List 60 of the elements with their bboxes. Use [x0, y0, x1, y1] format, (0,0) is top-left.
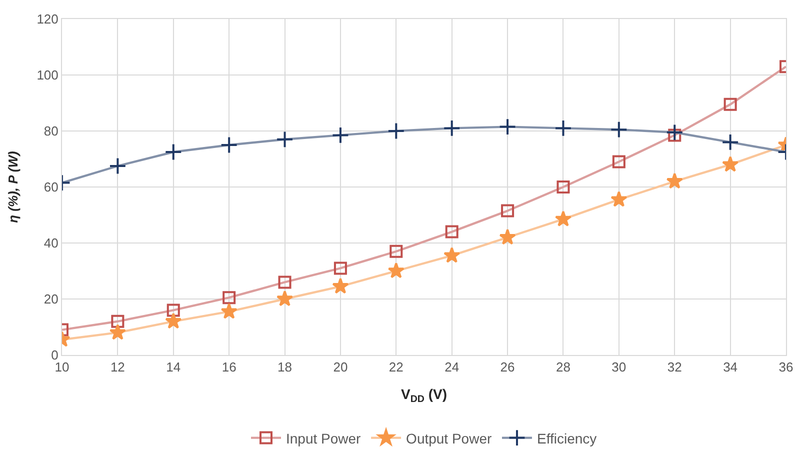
point: [501, 204, 514, 218]
y-tick-label: 60: [44, 180, 58, 195]
point: [666, 172, 683, 189]
point: [108, 157, 126, 175]
x-tick-label: 20: [333, 360, 348, 375]
point: [220, 136, 238, 154]
point: [443, 120, 461, 137]
x-tick-label: 16: [222, 360, 236, 375]
x-axis-title: V$_{DD}$ (V): [400, 386, 448, 405]
point: [610, 190, 628, 207]
point: [722, 156, 739, 172]
point: [388, 262, 404, 278]
point: [334, 262, 347, 275]
point: [278, 276, 292, 289]
point: [165, 312, 182, 329]
point: [387, 122, 405, 140]
y-tick-label: 120: [36, 12, 58, 27]
point: [220, 302, 238, 319]
point: [166, 304, 180, 317]
legend-label: Efficiency: [536, 430, 597, 446]
point: [612, 155, 626, 168]
point: [222, 291, 236, 304]
point: [722, 134, 740, 151]
x-tick-label: 14: [166, 360, 181, 375]
point: [445, 225, 458, 238]
x-tick-label: 36: [778, 360, 794, 375]
point: [499, 228, 516, 245]
x-tick-label: 30: [612, 360, 626, 375]
point: [332, 278, 349, 294]
x-tick-label: 34: [723, 360, 738, 375]
y-tick-label: 100: [36, 68, 58, 83]
point: [666, 124, 684, 142]
x-tick-label: 18: [278, 360, 292, 375]
x-tick-label: 24: [444, 360, 460, 375]
point: [390, 244, 403, 258]
point: [276, 130, 294, 148]
x-tick-label: 22: [388, 360, 404, 375]
point: [332, 126, 350, 144]
y-tick-label: 40: [44, 236, 58, 251]
y-tick-label: 20: [44, 292, 58, 307]
point: [111, 314, 124, 328]
x-tick-label: 26: [500, 360, 515, 375]
x-tick-label: 32: [667, 360, 682, 375]
point: [276, 290, 294, 306]
point: [444, 246, 460, 263]
point: [724, 98, 737, 111]
x-tick-label: 28: [556, 360, 570, 375]
point: [109, 324, 126, 340]
point: [610, 120, 628, 138]
point: [668, 128, 682, 142]
y-tick-label: 80: [44, 124, 58, 139]
legend-label: Output Power: [406, 430, 492, 446]
point: [556, 180, 570, 194]
point: [554, 210, 572, 226]
y-axis-title: η (%), P (W): [6, 151, 21, 223]
point: [554, 120, 572, 137]
legend-label: Input Power: [286, 430, 362, 446]
point: [164, 143, 182, 161]
x-tick-label: 12: [110, 360, 125, 375]
point: [498, 118, 516, 136]
